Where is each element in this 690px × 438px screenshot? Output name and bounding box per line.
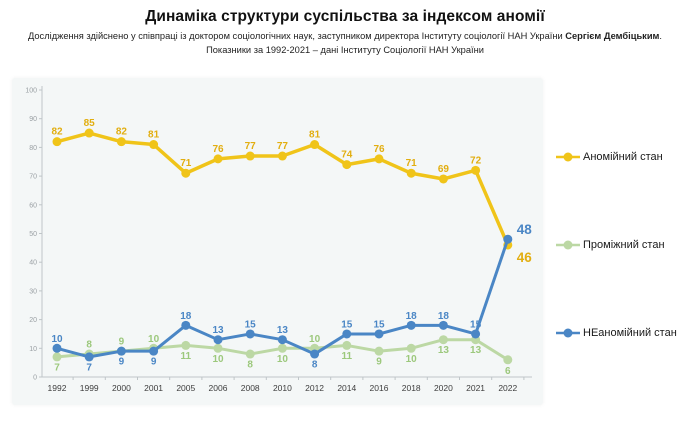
- svg-text:20: 20: [29, 317, 37, 324]
- svg-text:2022: 2022: [498, 383, 517, 393]
- svg-text:10: 10: [406, 354, 418, 365]
- page-title: Динаміка структури суспільства за індекс…: [145, 8, 545, 25]
- svg-text:77: 77: [245, 141, 257, 152]
- svg-text:8: 8: [247, 360, 253, 371]
- svg-text:10: 10: [51, 334, 63, 345]
- svg-text:13: 13: [470, 345, 482, 356]
- line-chart: 0 10 20 30 40 50 60 70 80 90 100 1992 1999 2000 2001 20…: [25, 86, 533, 393]
- svg-text:18: 18: [438, 311, 450, 322]
- intermediate-line-marker-icon: [556, 240, 580, 250]
- svg-text:77: 77: [277, 141, 289, 152]
- svg-text:2012: 2012: [305, 383, 324, 393]
- svg-text:18: 18: [406, 311, 418, 322]
- svg-text:10: 10: [309, 334, 321, 345]
- svg-text:15: 15: [245, 319, 257, 330]
- legend-label-nonanomic: НЕаномійний стан: [583, 327, 677, 339]
- subtitle-author-name: Сергієм Дембіцьким: [565, 31, 660, 41]
- svg-text:10: 10: [212, 354, 224, 365]
- svg-text:74: 74: [341, 150, 353, 161]
- anomic-line-marker-icon: [556, 152, 580, 162]
- svg-text:9: 9: [151, 357, 157, 368]
- svg-text:2018: 2018: [402, 383, 421, 393]
- svg-text:69: 69: [438, 164, 450, 175]
- svg-text:48: 48: [517, 222, 533, 237]
- chart-header: Динаміка структури суспільства за індекс…: [0, 0, 690, 56]
- svg-text:2001: 2001: [144, 383, 163, 393]
- svg-text:9: 9: [119, 337, 125, 348]
- svg-text:15: 15: [470, 319, 482, 330]
- svg-text:10: 10: [29, 346, 37, 353]
- chart-subtitle-line2: Показники за 1992-2021 – дані Інституту …: [206, 44, 484, 55]
- legend-label-intermediate: Проміжний стан: [583, 239, 665, 251]
- svg-text:13: 13: [277, 325, 289, 336]
- svg-text:2021: 2021: [466, 383, 485, 393]
- svg-text:2005: 2005: [176, 383, 195, 393]
- svg-text:2016: 2016: [370, 383, 389, 393]
- svg-text:90: 90: [29, 116, 37, 123]
- svg-text:15: 15: [341, 319, 353, 330]
- subtitle-period: .: [659, 31, 663, 41]
- svg-text:82: 82: [51, 127, 63, 138]
- svg-text:81: 81: [309, 130, 321, 141]
- svg-text:9: 9: [119, 357, 125, 368]
- svg-text:100: 100: [25, 88, 37, 95]
- svg-text:7: 7: [86, 362, 92, 373]
- svg-text:8: 8: [86, 340, 92, 351]
- svg-text:7: 7: [54, 362, 60, 373]
- svg-text:71: 71: [180, 158, 192, 169]
- svg-text:76: 76: [212, 144, 224, 155]
- svg-text:15: 15: [373, 319, 385, 330]
- svg-text:2006: 2006: [209, 383, 228, 393]
- svg-text:13: 13: [438, 345, 450, 356]
- legend-item-nonanomic: НЕаномійний стан: [556, 325, 677, 341]
- subtitle-text: Дослідження здійснено у співпраці із док…: [27, 31, 566, 41]
- svg-text:1999: 1999: [80, 383, 99, 393]
- svg-text:8: 8: [312, 360, 318, 371]
- svg-text:82: 82: [116, 127, 128, 138]
- chart-subtitle-line1: Дослідження здійснено у співпраці із док…: [0, 31, 690, 43]
- legend-item-intermediate: Проміжний стан: [556, 237, 665, 253]
- svg-text:76: 76: [373, 144, 385, 155]
- nonanomic-line-marker-icon: [556, 328, 580, 338]
- svg-text:40: 40: [29, 260, 37, 267]
- svg-text:2010: 2010: [273, 383, 292, 393]
- svg-text:50: 50: [29, 231, 37, 238]
- svg-text:1992: 1992: [48, 383, 67, 393]
- svg-text:46: 46: [517, 250, 533, 265]
- svg-text:10: 10: [148, 334, 160, 345]
- svg-text:2020: 2020: [434, 383, 453, 393]
- svg-text:2008: 2008: [241, 383, 260, 393]
- svg-text:10: 10: [277, 354, 289, 365]
- legend-label-anomic: Аномійний стан: [583, 151, 663, 163]
- svg-text:60: 60: [29, 202, 37, 209]
- legend-item-anomic: Аномійний стан: [556, 149, 663, 165]
- svg-text:11: 11: [342, 351, 353, 362]
- svg-text:13: 13: [212, 325, 224, 336]
- svg-text:2000: 2000: [112, 383, 131, 393]
- svg-text:70: 70: [29, 174, 37, 181]
- chart-card: 0 10 20 30 40 50 60 70 80 90 100 1992 1999 2000 2001 20…: [12, 78, 543, 405]
- svg-text:6: 6: [505, 366, 511, 377]
- svg-text:9: 9: [376, 357, 382, 368]
- svg-text:80: 80: [29, 145, 37, 152]
- svg-text:72: 72: [470, 155, 482, 166]
- svg-text:0: 0: [33, 375, 37, 382]
- svg-text:71: 71: [406, 158, 418, 169]
- svg-text:11: 11: [181, 351, 192, 362]
- svg-text:85: 85: [84, 118, 96, 129]
- svg-text:81: 81: [148, 130, 160, 141]
- svg-text:2014: 2014: [337, 383, 356, 393]
- svg-text:18: 18: [180, 311, 192, 322]
- svg-text:30: 30: [29, 288, 37, 295]
